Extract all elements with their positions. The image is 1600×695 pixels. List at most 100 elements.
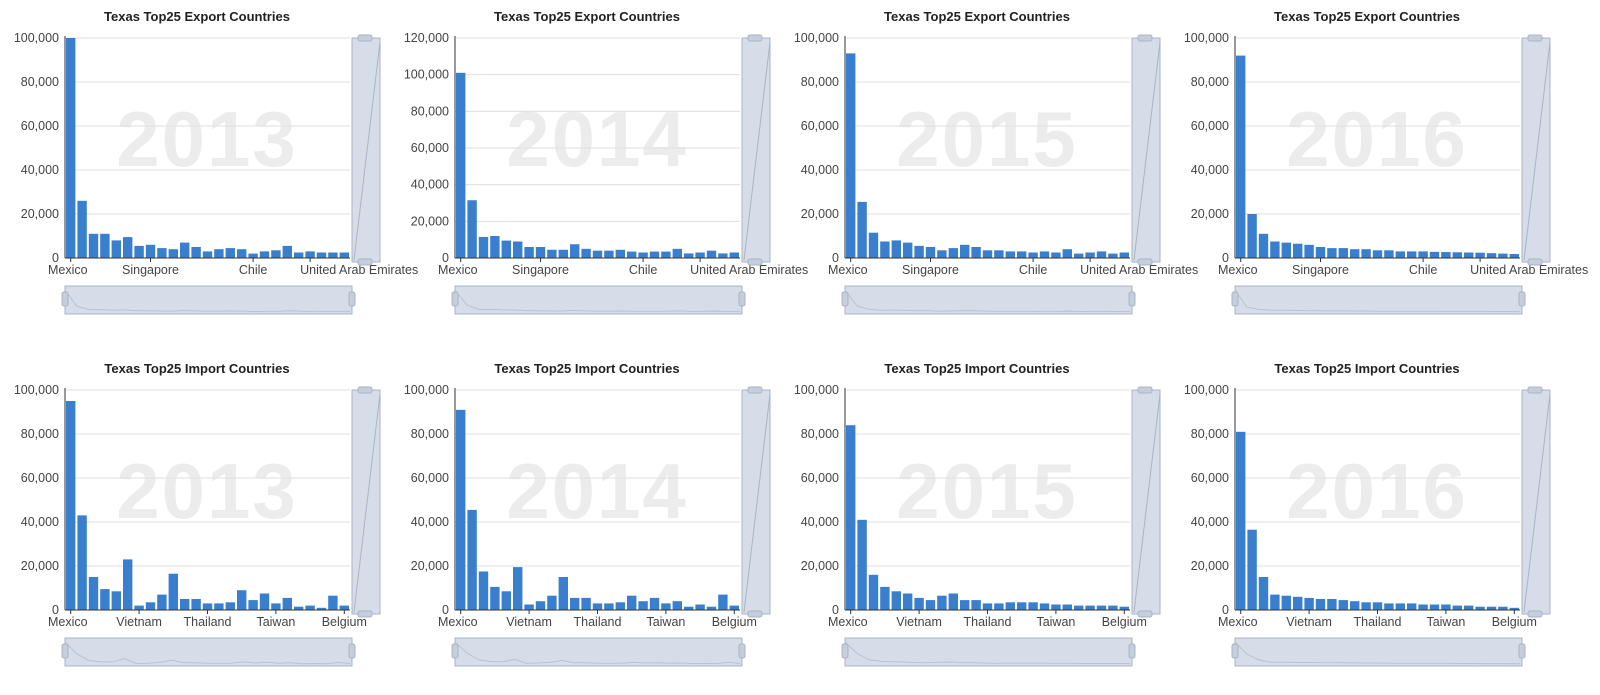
zoom-handle-bottom[interactable] [357, 258, 373, 266]
horizontal-zoom-slider[interactable] [61, 285, 356, 315]
zoom-handle-top[interactable] [1527, 34, 1543, 42]
horizontal-zoom-slider[interactable] [1231, 285, 1526, 315]
zoom-track [1131, 37, 1161, 263]
bar [868, 574, 879, 610]
bar [1236, 55, 1246, 258]
bar [1074, 253, 1084, 258]
horizontal-zoom-slider[interactable] [61, 637, 356, 667]
zoom-handle-left[interactable] [1231, 291, 1239, 307]
bar [1096, 251, 1107, 258]
zoom-shadow-line [1133, 393, 1161, 613]
bar [994, 250, 1004, 258]
bar [857, 201, 867, 258]
bar [305, 605, 315, 610]
zoom-handle-right[interactable] [1128, 291, 1136, 307]
zoom-handle-bottom[interactable] [747, 258, 763, 266]
y-tick-label: 0 [832, 603, 839, 617]
bar [1486, 253, 1497, 258]
chart-panel: Texas Top25 Export Countries 2013 0 20,000 4… [0, 0, 418, 343]
zoom-handle-left[interactable] [61, 291, 69, 307]
bar [581, 597, 591, 610]
horizontal-zoom-slider[interactable] [451, 285, 746, 315]
zoom-handle-top[interactable] [747, 386, 763, 394]
x-tick-label: Singapore [902, 263, 959, 277]
horizontal-zoom-slider[interactable] [451, 637, 746, 667]
y-tick-label: 20,000 [411, 559, 449, 573]
bar [1327, 248, 1337, 258]
vertical-zoom-slider[interactable] [1131, 34, 1161, 266]
zoom-handle-top[interactable] [1527, 386, 1543, 394]
zoom-handle-left[interactable] [841, 643, 849, 659]
bar [191, 599, 201, 610]
zoom-handle-bottom[interactable] [1527, 610, 1543, 618]
zoom-handle-left[interactable] [61, 643, 69, 659]
zoom-handle-right[interactable] [1128, 643, 1136, 659]
bar [1108, 253, 1118, 258]
bar [718, 594, 728, 610]
bar [706, 606, 717, 610]
bar [638, 601, 648, 610]
vertical-zoom-slider[interactable] [351, 386, 381, 618]
zoom-handle-left[interactable] [451, 291, 459, 307]
bar [524, 247, 534, 258]
y-tick-label: 0 [832, 251, 839, 265]
vertical-zoom-slider[interactable] [1521, 34, 1551, 266]
bar [914, 245, 924, 258]
zoom-handle-top[interactable] [1137, 34, 1153, 42]
zoom-handle-top[interactable] [357, 34, 373, 42]
bar [1429, 604, 1440, 610]
horizontal-zoom-slider[interactable] [841, 637, 1136, 667]
zoom-handle-bottom[interactable] [1137, 610, 1153, 618]
x-tick-label: Vietnam [116, 615, 162, 629]
bar [513, 241, 523, 258]
vertical-zoom-slider[interactable] [1131, 386, 1161, 618]
zoom-sparkline [1234, 289, 1521, 313]
bar [180, 599, 190, 610]
zoom-track [64, 637, 353, 667]
y-tick-label: 60,000 [21, 119, 59, 133]
zoom-handle-left[interactable] [841, 291, 849, 307]
bar [672, 601, 682, 610]
bar [1258, 233, 1269, 258]
y-tick-label: 100,000 [404, 68, 449, 82]
bar [903, 242, 913, 258]
zoom-handle-top[interactable] [1137, 386, 1153, 394]
zoom-handle-top[interactable] [357, 386, 373, 394]
vertical-zoom-slider[interactable] [351, 34, 381, 266]
bar [123, 237, 133, 258]
zoom-handle-right[interactable] [738, 643, 746, 659]
bar-chart: Texas Top25 Export Countries 2013 0 20,000 4… [14, 9, 418, 315]
bar [1407, 603, 1417, 610]
bar [282, 597, 292, 610]
zoom-handle-bottom[interactable] [747, 610, 763, 618]
vertical-zoom-slider[interactable] [741, 386, 771, 618]
zoom-handle-right[interactable] [738, 291, 746, 307]
bar [1429, 251, 1440, 258]
bar [1395, 603, 1405, 610]
bar [524, 604, 534, 610]
bar-chart: Texas Top25 Import Countries 2014 0 20,000 4… [404, 361, 771, 667]
zoom-handle-right[interactable] [1518, 291, 1526, 307]
y-tick-label: 60,000 [801, 471, 839, 485]
bar [202, 603, 213, 610]
zoom-handle-right[interactable] [348, 291, 356, 307]
zoom-handle-left[interactable] [1231, 643, 1239, 659]
bar [214, 603, 224, 610]
zoom-handle-right[interactable] [348, 643, 356, 659]
zoom-handle-right[interactable] [1518, 643, 1526, 659]
bar [214, 249, 224, 258]
horizontal-zoom-slider[interactable] [1231, 637, 1526, 667]
horizontal-zoom-slider[interactable] [841, 285, 1136, 315]
zoom-handle-bottom[interactable] [357, 610, 373, 618]
zoom-handle-left[interactable] [451, 643, 459, 659]
bar [1005, 251, 1015, 258]
zoom-handle-bottom[interactable] [1137, 258, 1153, 266]
y-tick-label: 20,000 [801, 559, 839, 573]
bar [467, 509, 477, 610]
zoom-shadow-line [353, 41, 381, 261]
y-tick-label: 0 [1222, 251, 1229, 265]
zoom-handle-top[interactable] [747, 34, 763, 42]
vertical-zoom-slider[interactable] [741, 34, 771, 266]
vertical-zoom-slider[interactable] [1521, 386, 1551, 618]
zoom-handle-bottom[interactable] [1527, 258, 1543, 266]
